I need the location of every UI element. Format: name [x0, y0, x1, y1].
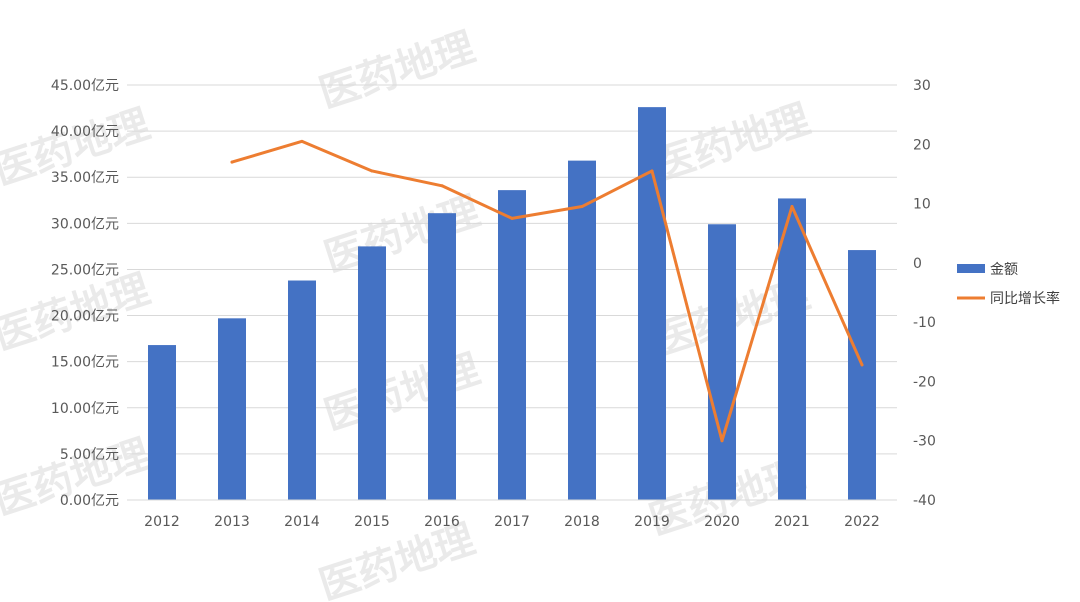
bar — [568, 160, 596, 500]
axes: 0.00亿元 5.00亿元 10.00亿元 15.00亿元 20.00亿元 25.00亿元… — [51, 78, 936, 530]
y-left-tick-label: 10.00亿元 — [51, 401, 119, 417]
watermark-text: 医药地理 — [319, 346, 485, 439]
y-left-tick-label: 0.00亿元 — [60, 493, 119, 509]
y-right-tick-label: 20 — [913, 137, 931, 153]
x-tick-label: 2019 — [634, 514, 670, 530]
legend: 金额 同比增长率 — [957, 262, 1060, 307]
bar — [218, 318, 246, 500]
y-left-tick-label: 20.00亿元 — [51, 309, 119, 325]
x-tick-label: 2017 — [494, 514, 530, 530]
watermarks: 医药地理医药地理医药地理医药地理医药地理医药地理医药地理医药地理医药地理医药地理 — [0, 24, 815, 602]
growth-point — [790, 205, 794, 209]
y-right-tick-label: 30 — [913, 78, 931, 94]
x-tick-label: 2021 — [774, 514, 810, 530]
y-right-tick-label: -40 — [913, 493, 936, 509]
legend-label-growth: 同比增长率 — [990, 290, 1060, 307]
growth-point — [370, 169, 374, 173]
watermark-text: 医药地理 — [319, 188, 485, 281]
x-tick-label: 2020 — [704, 514, 740, 530]
x-tick-label: 2016 — [424, 514, 460, 530]
growth-point — [650, 169, 654, 173]
bar — [848, 250, 876, 500]
growth-point — [580, 205, 584, 209]
growth-point — [720, 439, 724, 443]
y-left-tick-label: 40.00亿元 — [51, 124, 119, 140]
bar-series — [148, 107, 876, 500]
y-left-tick-label: 45.00亿元 — [51, 78, 119, 94]
bar — [498, 190, 526, 500]
x-tick-label: 2013 — [214, 514, 250, 530]
growth-line — [230, 139, 864, 443]
y-right-tick-label: -30 — [913, 434, 936, 450]
x-tick-label: 2018 — [564, 514, 600, 530]
bar — [708, 224, 736, 500]
line-series — [230, 139, 864, 443]
x-tick-label: 2022 — [844, 514, 880, 530]
watermark-text: 医药地理 — [649, 96, 815, 189]
y-left-tick-label: 5.00亿元 — [60, 447, 119, 463]
growth-point — [230, 160, 234, 164]
bar — [148, 345, 176, 500]
bar — [638, 107, 666, 500]
x-tick-label: 2014 — [284, 514, 320, 530]
legend-swatch-amount — [957, 264, 985, 273]
y-right-tick-label: 0 — [913, 256, 922, 272]
bar — [778, 198, 806, 500]
y-left-tick-label: 30.00亿元 — [51, 216, 119, 232]
x-tick-label: 2015 — [354, 514, 390, 530]
bar — [358, 246, 386, 500]
watermark-text: 医药地理 — [0, 431, 155, 524]
growth-point — [860, 363, 864, 367]
y-left-tick-label: 35.00亿元 — [51, 170, 119, 186]
y-right-tick-label: -10 — [913, 315, 936, 331]
bar — [288, 280, 316, 500]
growth-point — [510, 216, 514, 220]
watermark-text: 医药地理 — [314, 24, 480, 117]
legend-label-amount: 金额 — [990, 262, 1018, 278]
y-left-tick-label: 15.00亿元 — [51, 355, 119, 371]
growth-point — [440, 184, 444, 188]
y-left-tick-label: 25.00亿元 — [51, 262, 119, 278]
growth-point — [300, 139, 304, 143]
x-tick-label: 2012 — [144, 514, 180, 530]
y-right-tick-label: -20 — [913, 374, 936, 390]
bar — [428, 213, 456, 500]
y-right-tick-label: 10 — [913, 197, 931, 213]
